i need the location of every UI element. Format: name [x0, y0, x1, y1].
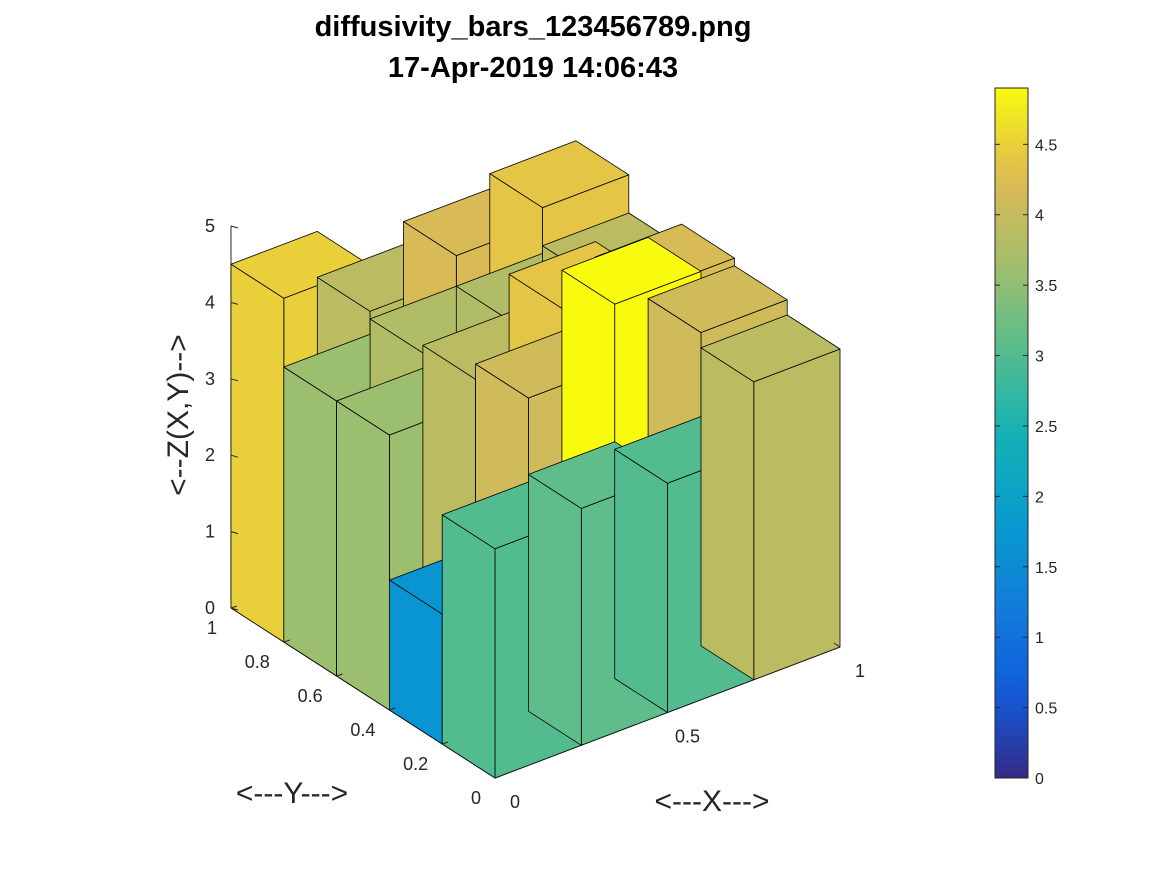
colorbar-gradient [994, 87, 1029, 779]
chart-subtitle: 17-Apr-2019 14:06:43 [388, 52, 678, 84]
y-axis-label: <---Y---> [236, 777, 348, 810]
bar-side-face [230, 263, 285, 643]
bar-r0-c3 [700, 314, 841, 681]
z-tick-mark [230, 607, 239, 611]
x-axis-label: <---X---> [655, 785, 770, 818]
colorbar-tick-label: 0.5 [1035, 701, 1057, 718]
y-tick-mark [389, 707, 396, 711]
z-tick-label: 1 [205, 522, 215, 542]
x-tick-label: 0 [510, 792, 520, 812]
y-tick-label: 0.6 [298, 686, 323, 706]
bar-top-face [700, 314, 841, 383]
colorbar-tick-label: 2.5 [1035, 419, 1057, 436]
z-axis-label: <--Z(X,Y)--> [162, 334, 195, 496]
colorbar-tick-label: 2 [1035, 489, 1044, 506]
x-tick-label: 1 [855, 661, 865, 681]
y-tick-label: 0.2 [403, 754, 428, 774]
x-tick-label: 0.5 [675, 727, 700, 747]
z-tick-mark [230, 301, 239, 305]
colorbar-tick-label: 0 [1035, 771, 1044, 788]
x-tick-mark [833, 642, 841, 648]
z-tick-label: 5 [205, 216, 215, 236]
y-tick-label: 0.4 [350, 720, 375, 740]
z-tick-mark [230, 378, 239, 382]
colorbar-tick-label: 3.5 [1035, 278, 1057, 295]
colorbar-tick-label: 4 [1035, 208, 1044, 225]
y-tick-mark [494, 775, 502, 779]
x-tick-mark [488, 773, 496, 779]
y-tick-label: 0.8 [245, 652, 270, 672]
bar-side-face [614, 448, 668, 713]
colorbar-tick-label: 3 [1035, 349, 1044, 366]
x-tick-mark [661, 708, 668, 713]
z-tick-mark [230, 531, 239, 535]
bar-side-face [700, 347, 755, 681]
z-tick-label: 4 [205, 292, 215, 312]
bar-top-face [561, 236, 702, 305]
z-tick-label: 2 [205, 445, 215, 465]
y-tick-mark [230, 605, 238, 609]
bar-side-face [528, 473, 582, 746]
colorbar-tick-label: 1.5 [1035, 560, 1057, 577]
bar-top-face [647, 265, 788, 333]
y-tick-label: 1 [207, 618, 217, 638]
bar-side-face [336, 400, 390, 711]
colorbar: 0 0.5 1 1.5 2 2.5 3 3.5 4 4.5 [994, 87, 1057, 788]
colorbar-tick-label: 4.5 [1035, 137, 1057, 154]
z-tick-label: 3 [205, 369, 215, 389]
bars-group [230, 140, 841, 779]
y-tick-mark [336, 673, 343, 677]
y-tick-mark [283, 639, 290, 643]
z-tick-label: 0 [205, 598, 215, 618]
z-tick-mark [230, 225, 239, 229]
y-tick-label: 0 [471, 788, 481, 808]
bar-front-face [753, 348, 841, 681]
y-tick-mark [442, 741, 449, 745]
bar-top-face [489, 140, 630, 209]
chart-title: diffusivity_bars_123456789.png [315, 11, 752, 43]
colorbar-tick-label: 1 [1035, 630, 1044, 647]
bar-side-face [283, 366, 338, 677]
bar-side-face [441, 514, 496, 779]
z-tick-mark [230, 454, 239, 458]
